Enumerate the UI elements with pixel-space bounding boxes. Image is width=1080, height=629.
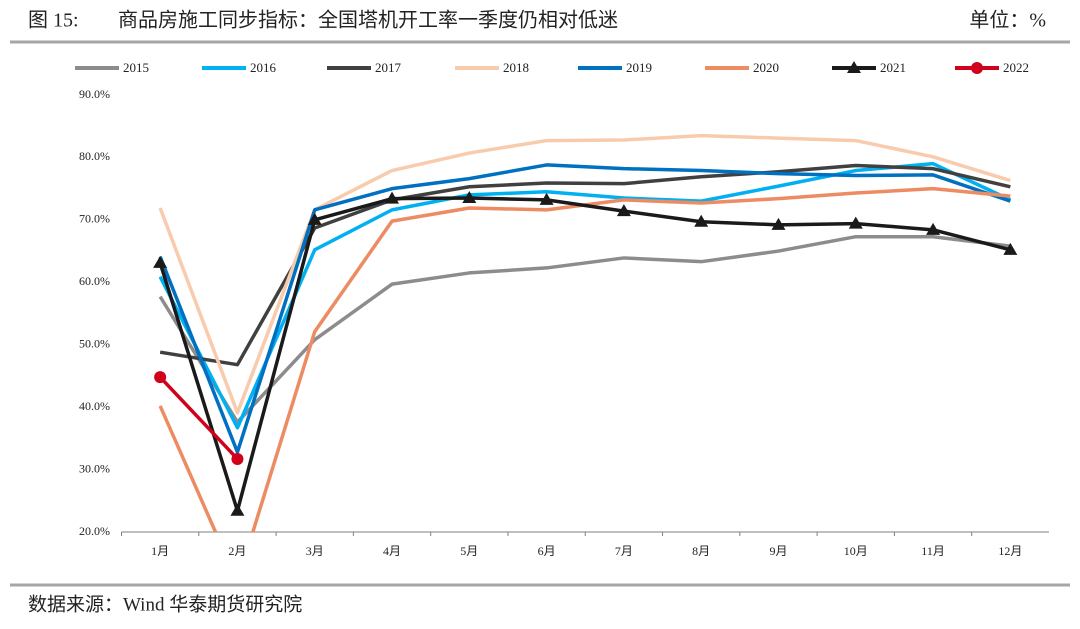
y-tick-label: 40.0% (79, 399, 110, 413)
x-tick-label: 8月 (692, 544, 710, 558)
y-tick-label: 30.0% (79, 461, 110, 475)
legend-label: 2016 (250, 60, 277, 75)
source-note: 数据来源：Wind 华泰期货研究院 (28, 593, 302, 615)
series-line (158, 163, 1011, 454)
legend-marker (847, 61, 861, 73)
data-point (230, 503, 245, 516)
x-tick-label: 11月 (921, 544, 945, 558)
figure-title: 商品房施工同步指标：全国塔机开工率一季度仍相对低迷 (118, 9, 618, 32)
series-line (158, 196, 1011, 513)
legend-label: 2015 (123, 60, 149, 75)
data-point (694, 214, 709, 227)
x-tick-label: 3月 (306, 544, 324, 558)
series-line (158, 375, 239, 461)
x-tick-label: 2月 (228, 544, 246, 558)
data-point (926, 222, 941, 235)
x-tick-label: 12月 (998, 544, 1022, 558)
x-tick-label: 9月 (769, 544, 787, 558)
series-line (158, 186, 1011, 532)
data-point (231, 452, 244, 465)
series-layer (153, 133, 1018, 532)
x-tick-label: 4月 (383, 544, 401, 558)
data-point (154, 371, 167, 384)
data-point (616, 204, 631, 217)
x-tick-label: 7月 (615, 544, 633, 558)
legend-label: 2017 (375, 60, 402, 75)
figure-label: 图 15: (28, 10, 79, 32)
data-point (539, 192, 554, 205)
series-line (158, 234, 1011, 424)
legend-label: 2022 (1003, 60, 1029, 75)
data-point (1003, 242, 1018, 255)
data-point (848, 216, 863, 229)
y-tick-label: 80.0% (79, 149, 110, 163)
unit-label: 单位：% (969, 9, 1046, 32)
y-tick-label: 50.0% (79, 336, 110, 350)
legend-label: 2020 (753, 60, 779, 75)
x-tick-label: 10月 (844, 544, 868, 558)
data-point (307, 212, 322, 225)
y-tick-label: 20.0% (79, 524, 110, 538)
y-tick-label: 60.0% (79, 274, 110, 288)
data-point (771, 217, 786, 230)
data-point (153, 255, 168, 268)
y-tick-label: 70.0% (79, 212, 110, 226)
y-tick-label: 90.0% (79, 87, 110, 101)
series-line (158, 133, 1011, 415)
series-line (158, 161, 1012, 430)
legend-label: 2019 (626, 60, 652, 75)
legend-label: 2021 (880, 60, 906, 75)
x-tick-label: 5月 (460, 544, 478, 558)
x-tick-label: 6月 (538, 544, 556, 558)
legend-marker (971, 62, 983, 74)
data-point (385, 191, 400, 204)
data-point (462, 191, 477, 204)
legend-label: 2018 (503, 60, 529, 75)
x-tick-label: 1月 (151, 544, 169, 558)
